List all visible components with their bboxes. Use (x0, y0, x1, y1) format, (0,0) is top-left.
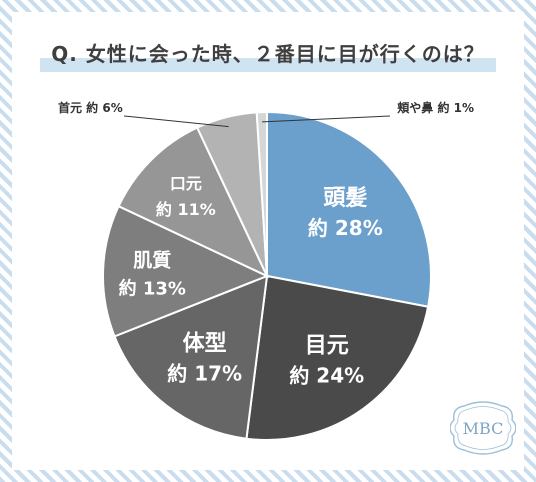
slice-value-4: 約 13% (119, 277, 186, 299)
slice-value-2: 約 24% (289, 363, 364, 387)
chart-title: Q. 女性に会った時、２番目に目が行くのは？ (51, 42, 485, 66)
pie-slice-7 (255, 110, 268, 277)
slice-label-5: 口元 (170, 174, 202, 193)
leader-line-6 (123, 115, 229, 128)
outside-label-6: 首元 約 6% (58, 100, 123, 115)
title-highlight (40, 58, 496, 72)
slice-value-3: 約 17% (167, 361, 242, 385)
pie-slice-1 (266, 110, 432, 308)
slice-label-2: 目元 (305, 333, 349, 358)
leader-line-7 (262, 115, 391, 123)
pie-slice-3 (113, 274, 269, 440)
slice-label-3: 体型 (183, 331, 227, 356)
pie-slice-5 (117, 126, 270, 279)
slice-label-4: 肌質 (133, 248, 171, 271)
pie-slice-4 (102, 204, 270, 338)
pie-slice-2 (245, 274, 430, 441)
slice-value-5: 約 11% (156, 200, 216, 219)
slice-label-1: 頭髪 (323, 186, 367, 211)
slice-value-1: 約 28% (308, 216, 383, 240)
logo-text: MBC (463, 419, 504, 438)
mbc-logo: MBC (450, 401, 516, 455)
outside-label-7: 頬や鼻 約 1% (397, 100, 474, 115)
